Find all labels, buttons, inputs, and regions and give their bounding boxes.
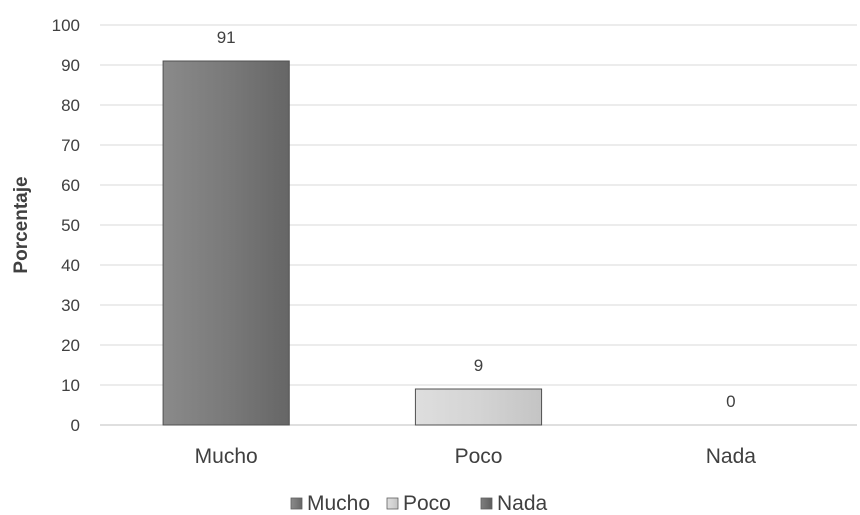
legend-label-mucho: Mucho xyxy=(307,492,370,515)
y-axis-title: Porcentaje xyxy=(11,176,32,273)
data-label-nada: 0 xyxy=(726,392,735,411)
x-tick-label-mucho: Mucho xyxy=(195,445,258,468)
data-labels: 91 9 0 xyxy=(217,28,736,411)
x-tick-label-nada: Nada xyxy=(706,445,757,468)
legend-label-poco: Poco xyxy=(403,492,451,515)
x-axis-labels: Mucho Poco Nada xyxy=(195,445,757,468)
y-tick-label: 20 xyxy=(61,336,80,355)
legend-swatch-nada xyxy=(480,497,493,510)
y-tick-label: 40 xyxy=(61,256,80,275)
x-tick-label-poco: Poco xyxy=(455,445,503,468)
data-label-mucho: 91 xyxy=(217,28,236,47)
y-axis-ticks: 0 10 20 30 40 50 60 70 80 90 100 xyxy=(52,16,80,435)
y-tick-label: 10 xyxy=(61,376,80,395)
bar-mucho xyxy=(162,60,290,426)
legend: Mucho Poco Nada xyxy=(290,492,548,515)
legend-label-nada: Nada xyxy=(497,492,548,515)
y-tick-label: 70 xyxy=(61,136,80,155)
y-tick-label: 100 xyxy=(52,16,80,35)
y-tick-label: 30 xyxy=(61,296,80,315)
y-tick-label: 50 xyxy=(61,216,80,235)
bars xyxy=(162,60,543,426)
y-tick-label: 90 xyxy=(61,56,80,75)
y-tick-label: 80 xyxy=(61,96,80,115)
legend-swatch-mucho xyxy=(290,497,303,510)
bar-poco xyxy=(414,388,543,426)
legend-swatch-poco xyxy=(386,497,399,510)
y-tick-label: 60 xyxy=(61,176,80,195)
y-tick-label: 0 xyxy=(71,416,80,435)
data-label-poco: 9 xyxy=(474,356,483,375)
